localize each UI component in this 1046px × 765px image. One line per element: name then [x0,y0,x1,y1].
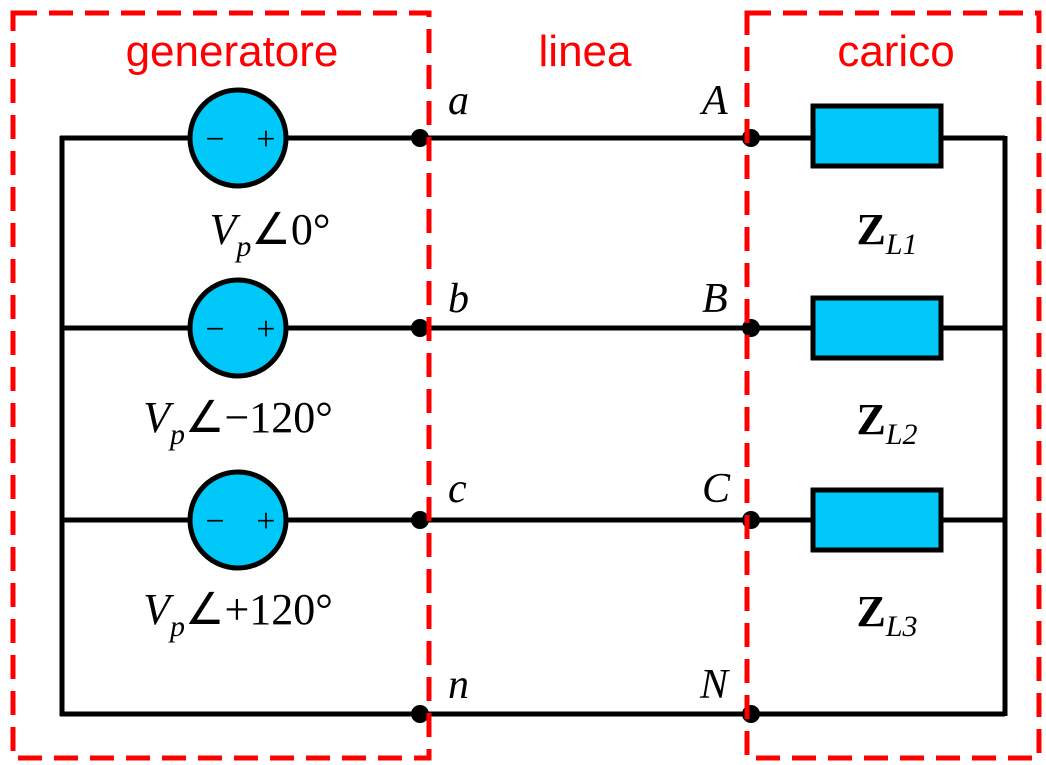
source-b: − + [187,277,289,379]
node-label-C: C [702,466,731,512]
load-impedance-2 [810,295,944,361]
junction-dot-n [411,705,429,723]
junction-dot-b [411,319,429,337]
node-label-N: N [699,662,730,708]
load-impedance-1 [810,103,944,169]
junction-dot-c [411,511,429,529]
node-label-a: a [448,78,469,124]
junction-dots [411,129,760,723]
source-circle [187,469,289,571]
section-title-line: linea [539,27,632,76]
source-label-c: Vp∠+120° [143,585,333,643]
source-label-b: Vp∠−120° [143,393,333,451]
minus-sign: − [205,503,224,540]
load-label-2: ZL2 [856,395,917,451]
source-a: − + [187,87,289,189]
source-label-a: Vp∠0° [210,205,331,263]
plus-sign: + [256,121,275,158]
generator-section-border [10,10,432,761]
section-borders [10,10,1042,761]
load-label-3: ZL3 [856,587,917,643]
minus-sign: − [205,121,224,158]
node-label-B: B [702,276,728,322]
load-impedance-3 [810,487,944,553]
load-section-border [744,10,1042,761]
minus-sign: − [205,311,224,348]
source-c: − + [187,469,289,571]
node-label-A: A [699,78,728,124]
node-label-c: c [448,466,467,512]
node-label-b: b [448,276,469,322]
section-title-generator: generatore [126,27,339,76]
source-circle [187,277,289,379]
junction-dot-B [742,319,760,337]
section-title-load: carico [837,27,954,76]
load-label-1: ZL1 [856,205,917,261]
source-circle [187,87,289,189]
plus-sign: + [256,503,275,540]
plus-sign: + [256,311,275,348]
junction-dot-a [411,129,429,147]
node-label-n: n [448,662,469,708]
